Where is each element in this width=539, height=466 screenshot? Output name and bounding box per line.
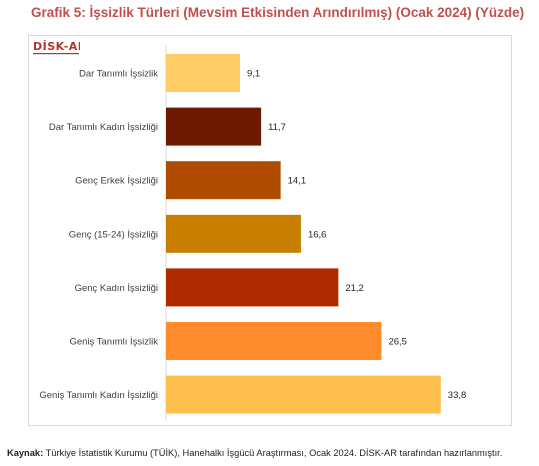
bar-5	[166, 268, 339, 307]
category-label-6: Geniş Tanımlı İşsizlik	[69, 337, 158, 348]
category-label-2: Dar Tanımlı Kadın İşsizliği	[49, 122, 158, 133]
bar-6	[166, 322, 382, 360]
disk-ar-logo: DİSK-AR	[32, 39, 80, 57]
source-note: Kaynak: Türkiye İstatistik Kurumu (TÜİK)…	[7, 448, 502, 458]
bar-7	[166, 375, 441, 414]
value-label-4: 16,6	[308, 229, 327, 240]
chart-title: Grafik 5: İşsizlik Türleri (Mevsim Etkis…	[31, 5, 525, 20]
category-label-4: Genç (15-24) İşsizliği	[69, 229, 158, 240]
value-label-7: 33,8	[448, 390, 467, 401]
value-label-2: 11,7	[268, 122, 286, 133]
category-label-7: Geniş Tanımlı Kadın İşsizliği	[39, 390, 158, 401]
bar-3	[166, 161, 281, 200]
category-label-3: Genç Erkek İşsizliği	[75, 176, 158, 187]
category-label-1: Dar Tanımlı İşsizlik	[79, 69, 158, 80]
source-text: Türkiye İstatistik Kurumu (TÜİK), Haneha…	[45, 448, 503, 458]
bar-4	[166, 214, 301, 253]
value-label-1: 9,1	[247, 69, 260, 80]
source-label: Kaynak:	[7, 448, 44, 458]
value-label-6: 26,5	[388, 337, 407, 348]
value-label-3: 14,1	[288, 176, 307, 187]
category-label-5: Genç Kadın İşsizliği	[75, 283, 158, 294]
value-label-5: 21,2	[345, 283, 364, 294]
logo-text: DİSK-AR	[33, 39, 80, 53]
chart-frame	[28, 35, 512, 426]
bar-2	[166, 107, 262, 146]
bar-1	[166, 54, 240, 92]
